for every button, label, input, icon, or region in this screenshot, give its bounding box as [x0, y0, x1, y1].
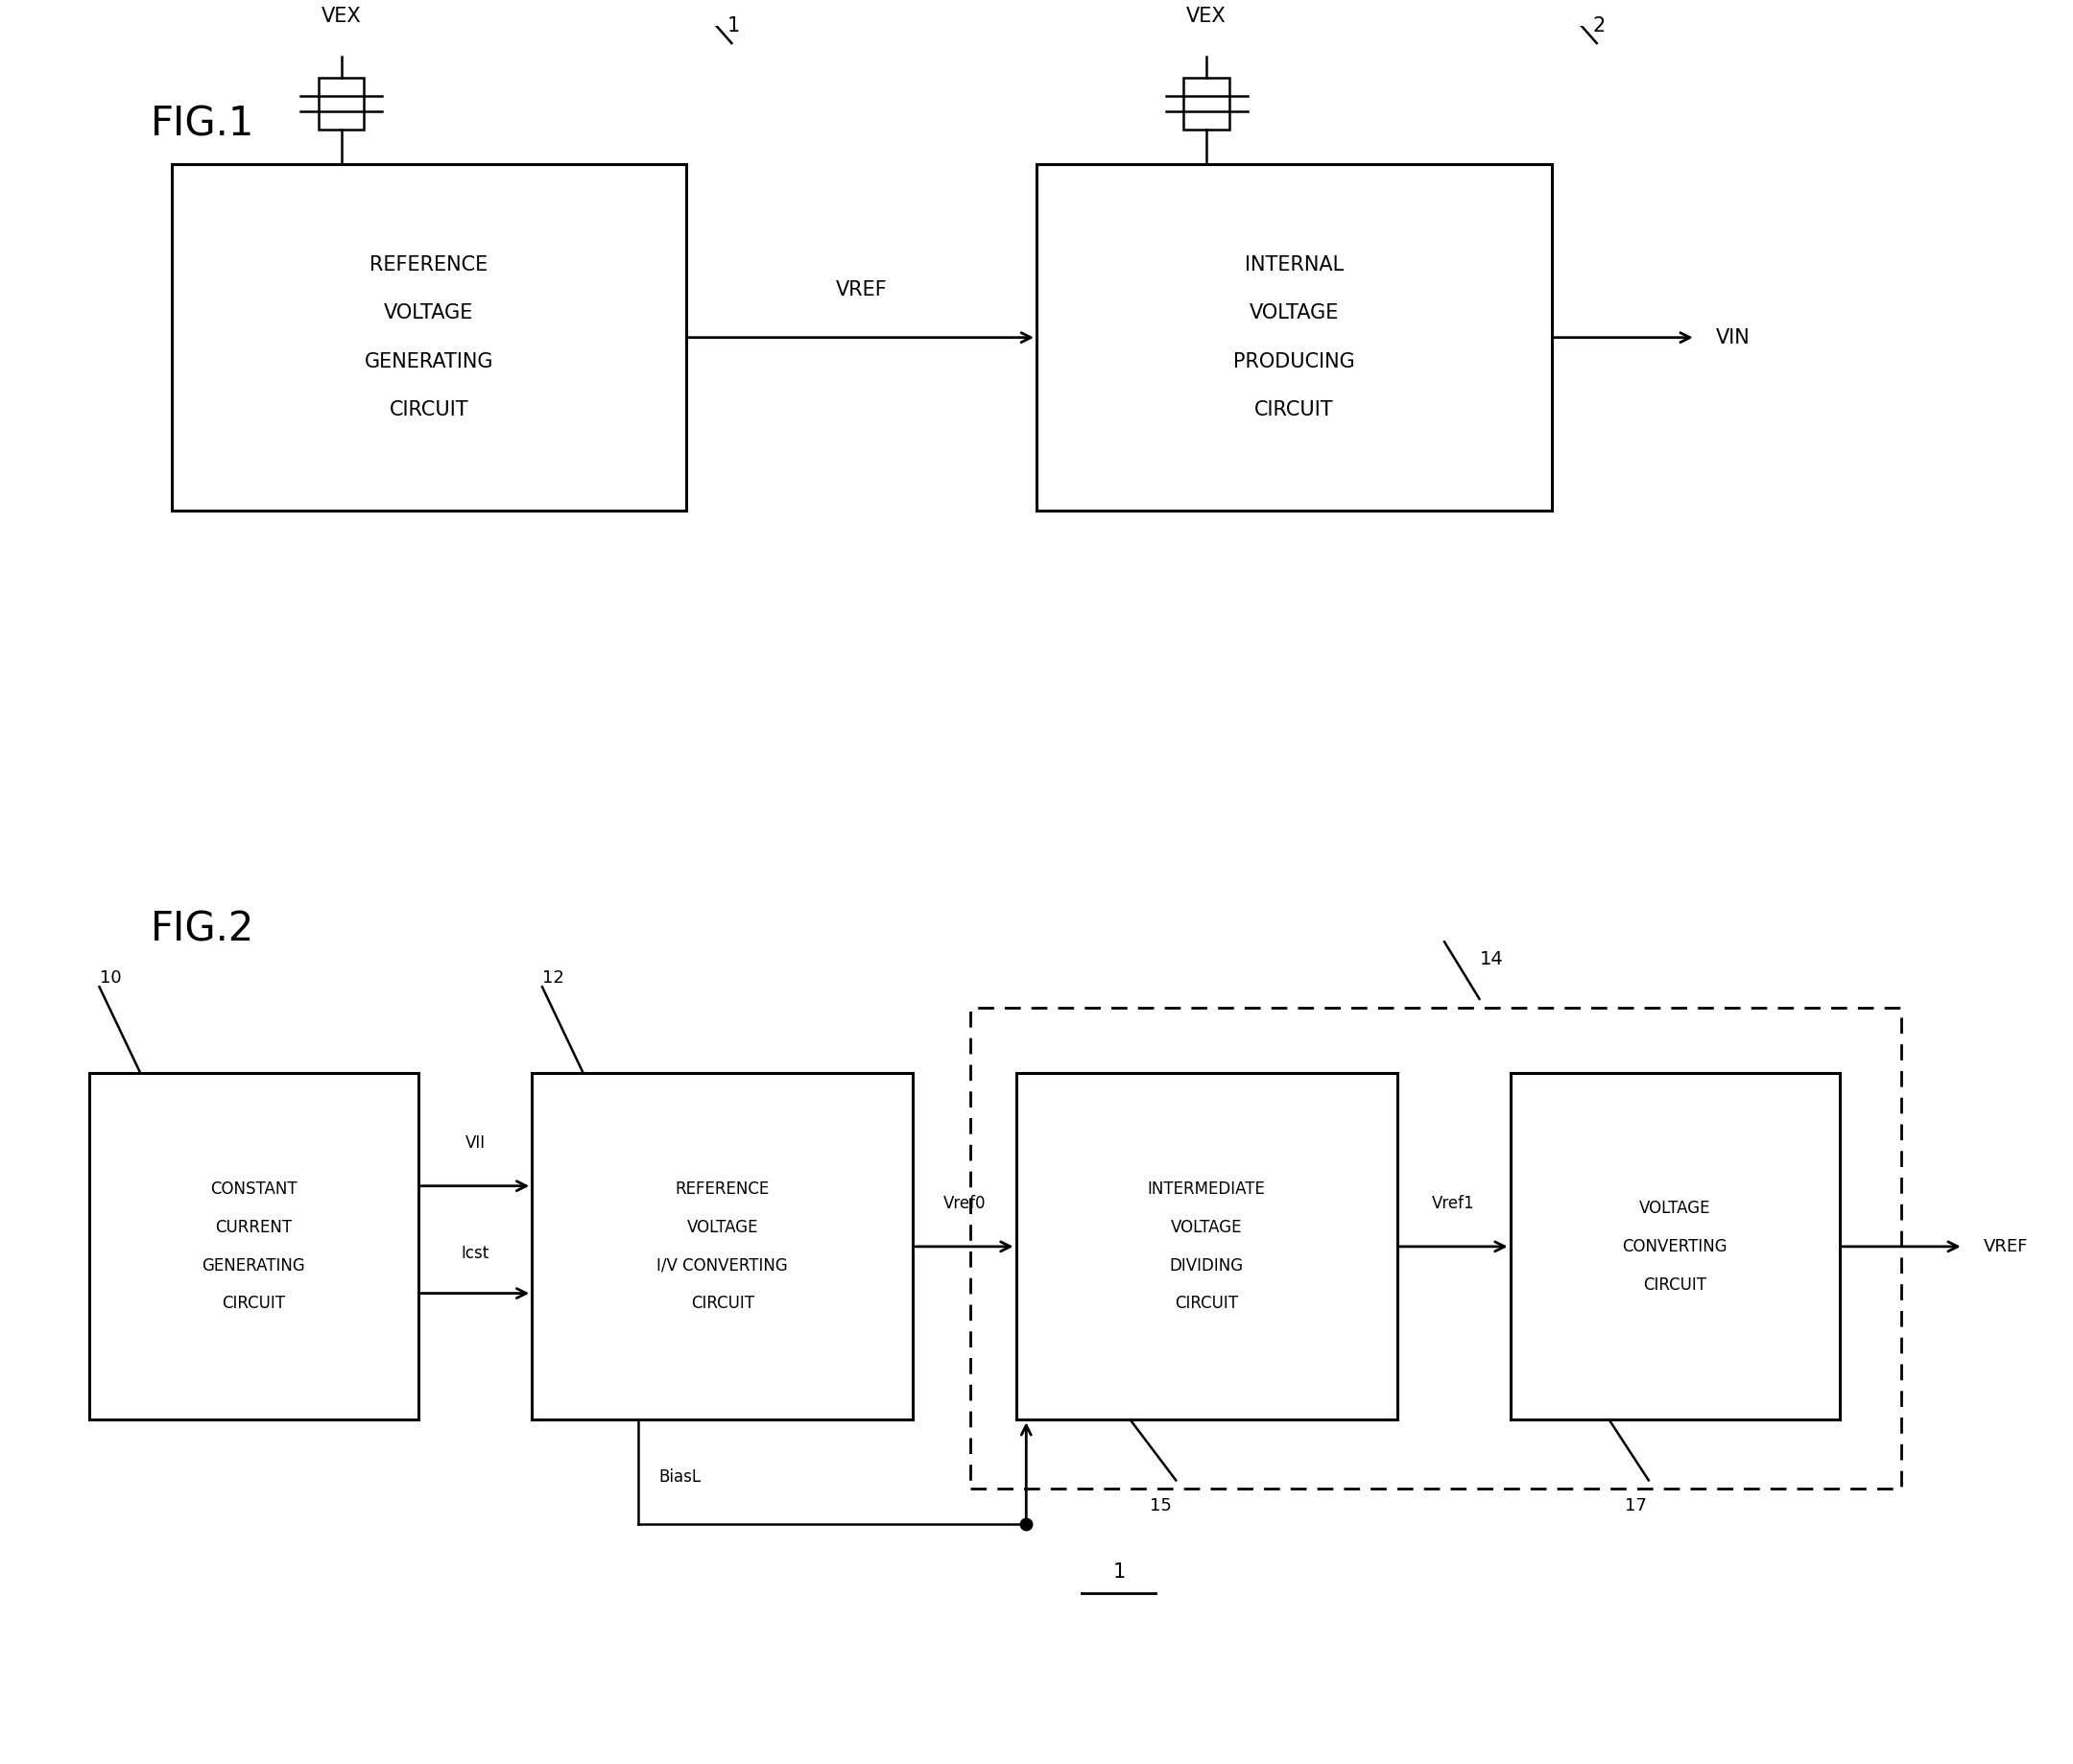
Bar	[1184, 78, 1229, 131]
Text: INTERNAL: INTERNAL	[1244, 256, 1343, 275]
Text: CONVERTING: CONVERTING	[1623, 1238, 1727, 1256]
Text: CIRCUIT: CIRCUIT	[390, 400, 468, 420]
Bar	[970, 1007, 1901, 1489]
Text: GENERATING: GENERATING	[365, 353, 493, 372]
Text: VOLTAGE: VOLTAGE	[1171, 1219, 1242, 1237]
Text: GENERATING: GENERATING	[203, 1258, 305, 1274]
Text: PRODUCING: PRODUCING	[1233, 353, 1356, 372]
Text: VREF: VREF	[1984, 1238, 2029, 1256]
Text: VREF: VREF	[835, 280, 887, 300]
Text: FIG.2: FIG.2	[151, 908, 255, 949]
Text: Vref0: Vref0	[943, 1194, 987, 1212]
Text: CIRCUIT: CIRCUIT	[690, 1295, 755, 1312]
Text: 15: 15	[1151, 1498, 1171, 1515]
Text: 2: 2	[1592, 16, 1605, 35]
Text: VEX: VEX	[1186, 7, 1227, 26]
Bar	[1016, 1074, 1397, 1420]
Text: VEX: VEX	[321, 7, 361, 26]
Bar	[172, 164, 686, 510]
Text: FIG.1: FIG.1	[151, 104, 255, 145]
Text: 1: 1	[1113, 1563, 1126, 1582]
Text: VOLTAGE: VOLTAGE	[1250, 303, 1339, 323]
Text: CIRCUIT: CIRCUIT	[1254, 400, 1333, 420]
Text: 14: 14	[1480, 951, 1503, 968]
Text: 17: 17	[1625, 1498, 1646, 1515]
Text: REFERENCE: REFERENCE	[369, 256, 487, 275]
Bar	[319, 78, 365, 131]
Text: DIVIDING: DIVIDING	[1169, 1258, 1244, 1274]
Text: CURRENT: CURRENT	[216, 1219, 292, 1237]
Text: BiasL: BiasL	[659, 1468, 701, 1485]
Text: CONSTANT: CONSTANT	[209, 1180, 296, 1198]
Bar	[1036, 164, 1551, 510]
Text: Icst: Icst	[460, 1245, 489, 1261]
Text: REFERENCE: REFERENCE	[676, 1180, 769, 1198]
Text: Vref1: Vref1	[1432, 1194, 1476, 1212]
Text: VOLTAGE: VOLTAGE	[686, 1219, 759, 1237]
Text: VIN: VIN	[1716, 328, 1750, 348]
Text: INTERMEDIATE: INTERMEDIATE	[1148, 1180, 1265, 1198]
Text: VOLTAGE: VOLTAGE	[384, 303, 475, 323]
Bar	[1511, 1074, 1839, 1420]
Text: VOLTAGE: VOLTAGE	[1640, 1200, 1710, 1217]
Text: 1: 1	[728, 16, 740, 35]
Text: 10: 10	[100, 970, 120, 986]
Bar	[533, 1074, 912, 1420]
Text: CIRCUIT: CIRCUIT	[222, 1295, 286, 1312]
Bar	[89, 1074, 419, 1420]
Text: VII: VII	[464, 1134, 485, 1152]
Text: CIRCUIT: CIRCUIT	[1644, 1275, 1706, 1293]
Text: I/V CONVERTING: I/V CONVERTING	[657, 1258, 788, 1274]
Text: 12: 12	[543, 970, 564, 986]
Text: CIRCUIT: CIRCUIT	[1175, 1295, 1238, 1312]
